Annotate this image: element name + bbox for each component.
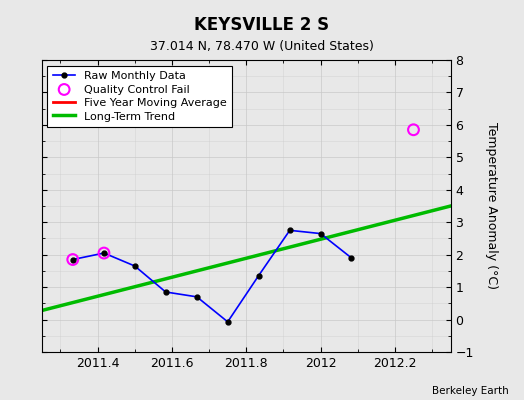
Raw Monthly Data	[348, 256, 355, 260]
Raw Monthly Data	[194, 294, 200, 299]
Y-axis label: Temperature Anomaly (°C): Temperature Anomaly (°C)	[485, 122, 498, 290]
Raw Monthly Data	[101, 251, 107, 256]
Quality Control Fail	[100, 250, 108, 256]
Raw Monthly Data	[225, 320, 231, 324]
Raw Monthly Data	[255, 273, 261, 278]
Raw Monthly Data	[318, 231, 324, 236]
Raw Monthly Data	[162, 290, 169, 294]
Line: Raw Monthly Data: Raw Monthly Data	[70, 228, 354, 324]
Text: KEYSVILLE 2 S: KEYSVILLE 2 S	[194, 16, 330, 34]
Quality Control Fail	[409, 126, 418, 133]
Text: Berkeley Earth: Berkeley Earth	[432, 386, 508, 396]
Text: 37.014 N, 78.470 W (United States): 37.014 N, 78.470 W (United States)	[150, 40, 374, 53]
Raw Monthly Data	[132, 264, 138, 268]
Raw Monthly Data	[287, 228, 293, 233]
Raw Monthly Data	[70, 257, 76, 262]
Quality Control Fail	[69, 256, 77, 263]
Legend: Raw Monthly Data, Quality Control Fail, Five Year Moving Average, Long-Term Tren: Raw Monthly Data, Quality Control Fail, …	[48, 66, 233, 127]
